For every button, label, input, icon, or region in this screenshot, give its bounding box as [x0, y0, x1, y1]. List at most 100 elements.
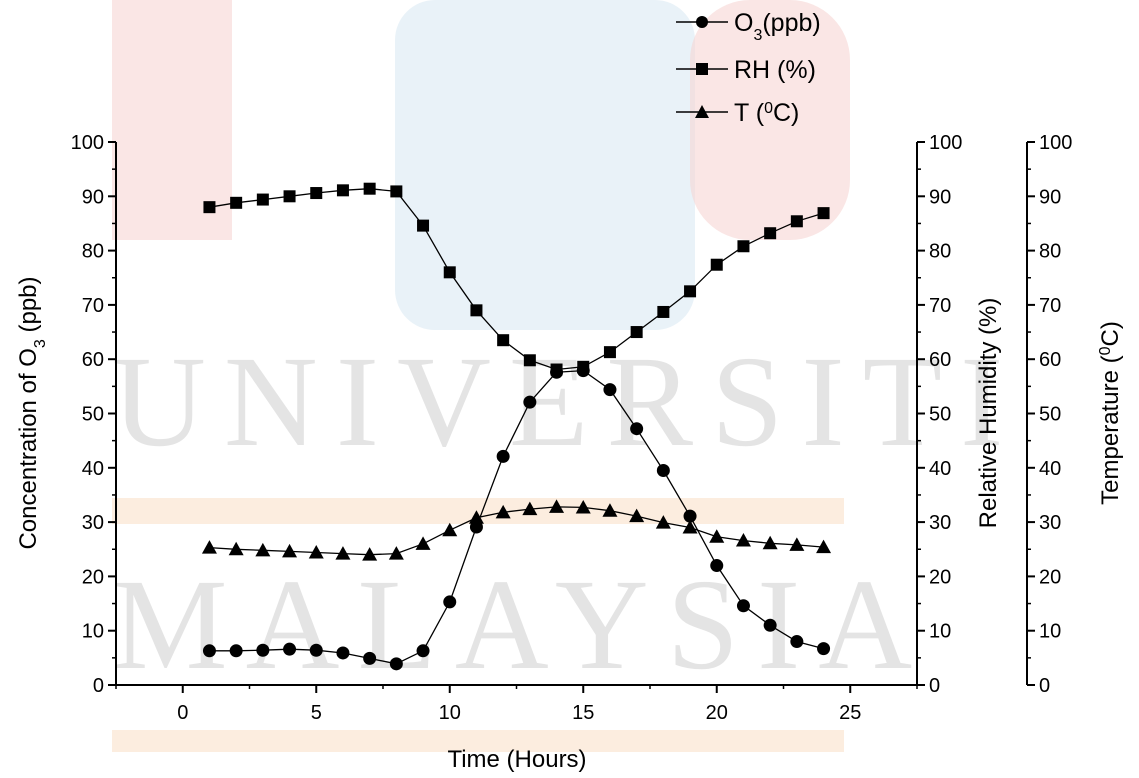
left-ticks: 0 10 20 30 40 50 60 70 80 90 100 [71, 132, 116, 697]
legend-item-o3: O3(ppb) [676, 9, 821, 44]
data-point-circle [256, 643, 270, 657]
data-point-square [336, 184, 349, 197]
left-axis-title: Concentration of O3 (ppb) [15, 276, 49, 549]
left-tick-label: 60 [82, 349, 104, 371]
right1-tick-label: 40 [929, 458, 951, 480]
watermark: UNIVERSITI MALAYSIA [112, 0, 1003, 752]
left-tick-label: 10 [82, 621, 104, 643]
data-point-square [497, 334, 510, 347]
left-tick-label: 90 [82, 186, 104, 208]
data-point-square [684, 285, 697, 298]
data-point-square [283, 190, 296, 203]
right2-tick-label: 90 [1039, 186, 1061, 208]
data-point-triangle [549, 499, 565, 513]
left-tick-label: 20 [82, 566, 104, 588]
watermark-shape-left [112, 0, 232, 240]
data-point-square [470, 304, 483, 317]
right2-tick-label: 70 [1039, 295, 1061, 317]
watermark-shape-mid [395, 0, 695, 330]
right1-tick-label: 10 [929, 621, 951, 643]
x-tick-label: 10 [439, 702, 461, 724]
right1-tick-label: 50 [929, 404, 951, 426]
data-point-triangle [522, 501, 538, 516]
right1-tick-label: 0 [929, 675, 940, 697]
data-point-circle [416, 644, 430, 658]
left-tick-label: 40 [82, 458, 104, 480]
data-point-square [577, 360, 590, 373]
data-point-square [737, 240, 750, 253]
data-point-square [363, 182, 376, 195]
data-point-circle [710, 559, 724, 573]
data-point-circle [283, 642, 297, 656]
right2-tick-label: 40 [1039, 458, 1061, 480]
data-point-square [443, 266, 456, 279]
data-point-square [203, 201, 216, 214]
legend-marker-t [695, 105, 709, 118]
series-square [203, 182, 830, 376]
data-point-circle [309, 643, 323, 657]
legend: O3(ppb) RH (%) T (0C) [676, 9, 821, 127]
left-tick-label: 30 [82, 512, 104, 534]
x-axis-title: Time (Hours) [447, 746, 586, 773]
data-point-triangle [816, 539, 832, 554]
data-point-circle [229, 644, 243, 658]
data-point-square [310, 187, 323, 200]
data-point-circle [790, 635, 804, 649]
legend-marker-rh [696, 63, 708, 75]
right2-ticks: 0 10 20 30 40 50 60 70 80 90 100 [1027, 132, 1072, 697]
x-tick-label: 15 [572, 702, 594, 724]
right1-tick-label: 20 [929, 566, 951, 588]
data-point-triangle [789, 537, 805, 551]
data-point-circle [496, 449, 510, 463]
x-tick-label: 5 [311, 702, 322, 724]
right2-tick-label: 30 [1039, 512, 1061, 534]
data-point-triangle [228, 541, 244, 556]
right2-tick-label: 0 [1039, 675, 1050, 697]
left-tick-label: 80 [82, 241, 104, 263]
data-point-triangle [201, 540, 217, 554]
data-point-square [390, 185, 403, 198]
data-point-square [230, 196, 243, 209]
x-tick-label: 20 [706, 702, 728, 724]
data-point-square [764, 227, 777, 240]
data-point-triangle [282, 543, 298, 558]
data-point-circle [389, 657, 403, 671]
right2-tick-label: 10 [1039, 621, 1061, 643]
data-point-square [417, 219, 430, 232]
data-point-circle [603, 383, 617, 397]
right1-tick-label: 60 [929, 349, 951, 371]
right1-tick-label: 100 [929, 132, 962, 154]
data-point-square [710, 258, 723, 271]
data-point-square [256, 193, 269, 206]
data-point-circle [683, 509, 697, 523]
plot-area [201, 182, 832, 671]
series-triangle [201, 499, 832, 561]
data-point-triangle [655, 515, 671, 529]
data-point-circle [202, 644, 216, 658]
right1-tick-label: 80 [929, 241, 951, 263]
right1-tick-label: 70 [929, 295, 951, 317]
right2-tick-label: 60 [1039, 349, 1061, 371]
data-point-square [603, 346, 616, 359]
data-point-circle [736, 599, 750, 613]
data-point-circle [656, 464, 670, 478]
left-tick-label: 50 [82, 404, 104, 426]
data-point-triangle [575, 499, 591, 514]
legend-label-o3: O3(ppb) [734, 9, 821, 44]
legend-label-t: T (0C) [734, 99, 799, 127]
axes: 0 10 20 30 40 50 60 70 80 90 100 0 10 20 30 40 50 60 70 80… [71, 132, 1073, 724]
data-point-circle [817, 642, 831, 656]
data-point-triangle [735, 533, 751, 547]
data-point-triangle [442, 522, 458, 537]
left-tick-label: 100 [71, 132, 104, 154]
legend-label-rh: RH (%) [734, 56, 816, 84]
data-point-triangle [388, 546, 404, 560]
data-point-triangle [308, 545, 324, 559]
right1-axis-title: Relative Humidity (%) [975, 298, 1002, 529]
data-point-square [657, 305, 670, 318]
x-tick-label: 25 [839, 702, 861, 724]
data-point-square [790, 215, 803, 228]
right2-tick-label: 80 [1039, 241, 1061, 263]
data-point-triangle [362, 547, 378, 561]
